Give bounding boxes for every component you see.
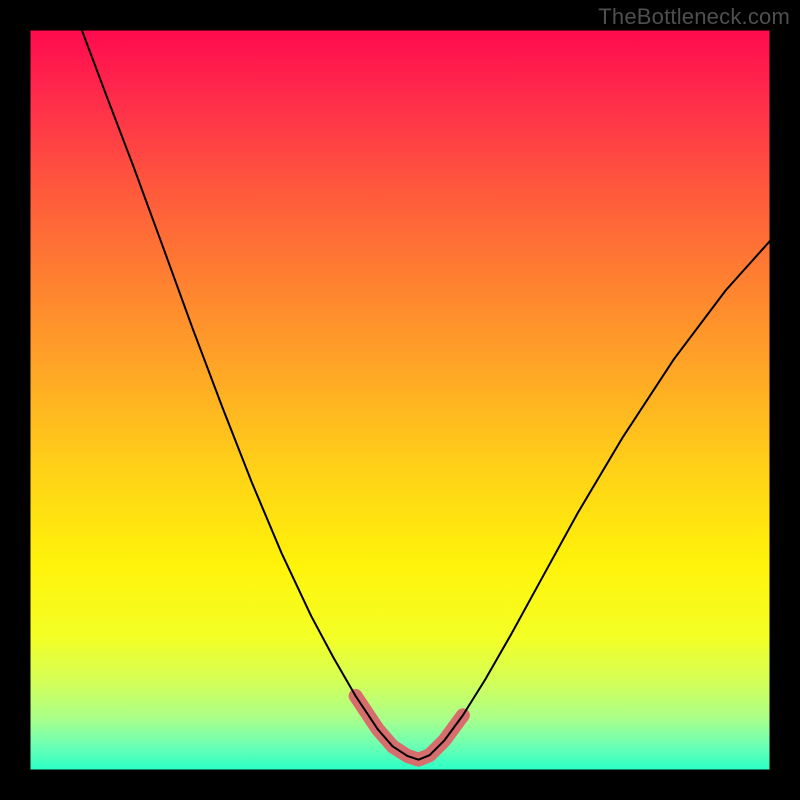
chart-stage: TheBottleneck.com	[0, 0, 800, 800]
plot-background	[30, 30, 770, 770]
bottleneck-curve-plot	[0, 0, 800, 800]
watermark-label: TheBottleneck.com	[598, 4, 790, 30]
